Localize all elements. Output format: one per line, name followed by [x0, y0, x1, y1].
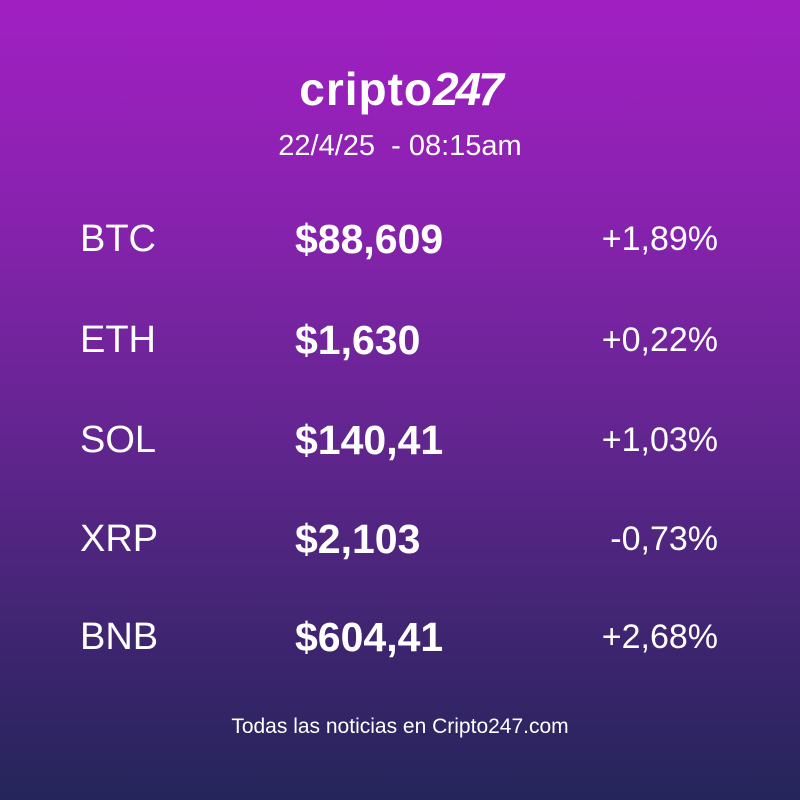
row: ETH $1,630 +0,22%: [0, 317, 800, 369]
change: -0,73%: [610, 520, 718, 558]
logo: cripto247: [0, 62, 800, 116]
change: +2,68%: [601, 618, 718, 656]
price: $140,41: [295, 417, 444, 463]
symbol: XRP: [80, 518, 159, 560]
change: +1,03%: [601, 421, 718, 459]
logo-wordmark: cripto: [299, 63, 434, 115]
row: SOL $140,41 +1,03%: [0, 417, 800, 469]
row: BNB $604,41 +2,68%: [0, 614, 800, 666]
symbol: BNB: [80, 616, 159, 658]
symbol: BTC: [80, 218, 156, 260]
change: +1,89%: [601, 220, 718, 258]
change: +0,22%: [601, 321, 718, 359]
price: $604,41: [295, 614, 444, 660]
row: XRP $2,103 -0,73%: [0, 516, 800, 568]
price: $1,630: [295, 317, 421, 363]
price: $88,609: [295, 216, 444, 262]
symbol: SOL: [80, 419, 157, 461]
price: $2,103: [295, 516, 421, 562]
logo-mark: 247: [433, 63, 504, 115]
row: BTC $88,609 +1,89%: [0, 216, 800, 268]
footer: Todas las noticias en Cripto247.com: [231, 715, 569, 738]
symbol: ETH: [80, 319, 156, 361]
datetime: 22/4/25 - 08:15am: [278, 130, 522, 162]
